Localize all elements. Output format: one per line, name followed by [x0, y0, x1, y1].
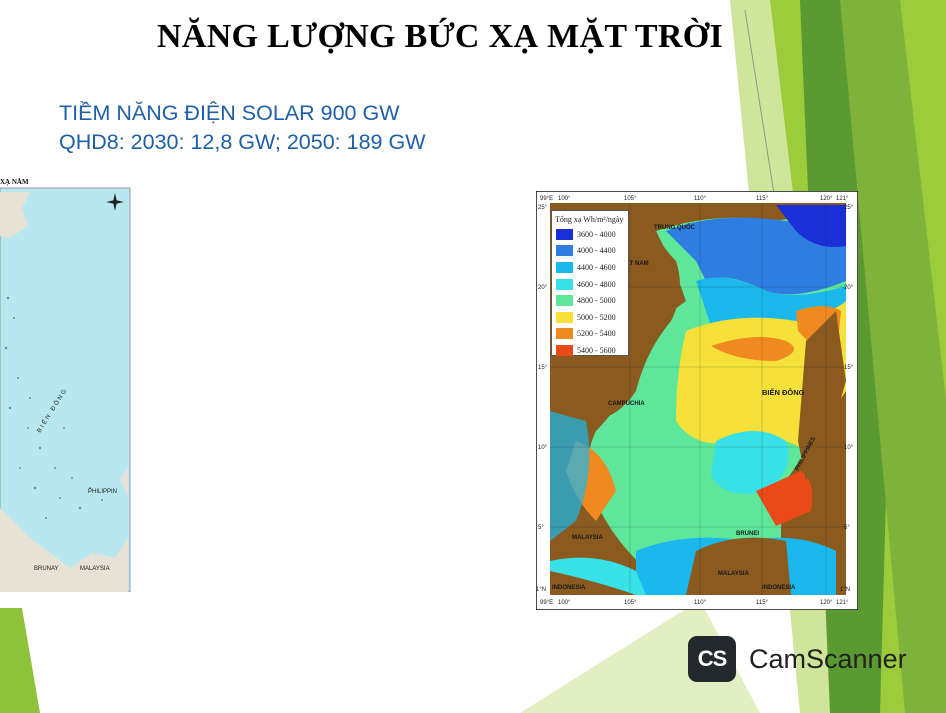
green-wedge-left — [0, 608, 40, 713]
bottom-tick-3: 110° — [694, 600, 707, 606]
legend-swatch — [556, 295, 573, 307]
top-tick-6: 121° — [836, 196, 849, 202]
place-label-china: TRUNG QUỐC — [654, 224, 696, 231]
subtitle-qhd8-targets: QHD8: 2030: 12,8 GW; 2050: 189 GW — [59, 130, 426, 154]
camscanner-brand: CamScanner — [749, 643, 907, 674]
place-label-malaysia-east: MALAYSIA — [718, 571, 749, 577]
place-label-brunei: BRUNEI — [736, 531, 759, 537]
top-tick-0: 99°E — [540, 196, 553, 202]
right-tick-0: 25° — [844, 205, 854, 211]
top-tick-5: 120° — [820, 196, 833, 202]
thin-guide-line — [744, 9, 776, 201]
legend-swatch — [556, 245, 573, 257]
legend-item: 5000 - 5200 — [552, 309, 628, 326]
legend-item: 3600 - 4000 — [552, 226, 628, 243]
left-tick-5: 1°N — [536, 587, 546, 593]
place-label-east-sea: BIỂN ĐÔNG — [762, 388, 805, 397]
compass-icon — [106, 193, 124, 211]
legend-item: 5200 - 5400 — [552, 326, 628, 343]
legend-item: 4000 - 4400 — [552, 243, 628, 260]
left-map-title: XẠ NĂM — [0, 178, 29, 186]
camscanner-watermark: CS CamScanner — [688, 636, 907, 682]
legend-swatch — [556, 261, 573, 273]
top-tick-3: 110° — [694, 196, 707, 202]
left-tick-1: 20° — [538, 285, 548, 291]
place-label-indonesia-east: INDONESIA — [762, 585, 796, 591]
legend-swatch — [556, 344, 573, 356]
legend-label: 5400 - 5600 — [577, 345, 616, 355]
green-wedge-bottom — [520, 600, 760, 713]
right-tick-3: 10° — [844, 445, 854, 451]
right-tick-4: 5° — [844, 525, 850, 531]
legend-label: 3600 - 4000 — [577, 229, 616, 239]
legend: Tổng xạ Wh/m²/ngày 3600 - 4000 4000 - 440… — [551, 210, 629, 356]
legend-item: 4600 - 4800 — [552, 276, 628, 293]
legend-label: 4400 - 4600 — [577, 262, 616, 272]
legend-swatch — [556, 311, 573, 323]
bottom-tick-4: 115° — [756, 600, 769, 606]
bottom-tick-5: 120° — [820, 600, 833, 606]
left-map-label-malaysia: MALAYSIA — [80, 566, 110, 572]
bottom-tick-0: 99°E — [540, 600, 553, 606]
legend-swatch — [556, 328, 573, 340]
green-strip-dark2 — [840, 0, 946, 713]
left-map-label-brunay: BRUNAY — [34, 566, 59, 572]
legend-swatch — [556, 278, 573, 290]
place-label-cambodia: CAMPUCHIA — [608, 401, 645, 407]
left-map-label-philippin: PHILIPPIN — [88, 489, 117, 495]
bottom-tick-1: 100° — [558, 600, 571, 606]
left-tick-3: 10° — [538, 445, 548, 451]
right-tick-2: 15° — [844, 365, 854, 371]
slide-title: NĂNG LƯỢNG BỨC XẠ MẶT TRỜI — [157, 18, 723, 55]
legend-label: 5200 - 5400 — [577, 329, 616, 339]
place-label-malaysia-west: MALAYSIA — [572, 535, 603, 541]
top-tick-2: 105° — [624, 196, 637, 202]
legend-rows: 3600 - 4000 4000 - 4400 4400 - 4600 4600 - … — [552, 226, 628, 359]
place-label-indonesia-west: INDONESIA — [552, 585, 586, 591]
left-tick-4: 5° — [538, 525, 544, 531]
legend-item: 5400 - 5600 — [552, 342, 628, 359]
left-tick-2: 15° — [538, 365, 548, 371]
legend-label: 4000 - 4400 — [577, 246, 616, 256]
legend-label: 5000 - 5200 — [577, 312, 616, 322]
left-map: XẠ NĂM BIỂN ĐÔNG PHILIPPIN BRUNAY MALAYS… — [0, 178, 131, 592]
right-tick-1: 20° — [844, 285, 854, 291]
legend-label: 4800 - 5000 — [577, 296, 616, 306]
legend-item: 4400 - 4600 — [552, 259, 628, 276]
top-tick-4: 115° — [756, 196, 769, 202]
legend-swatch — [556, 228, 573, 240]
legend-label: 4600 - 4800 — [577, 279, 616, 289]
right-tick-5: 1°N — [840, 587, 850, 593]
subtitle-solar-potential: TIỀM NĂNG ĐIỆN SOLAR 900 GW — [59, 101, 400, 125]
top-tick-1: 100° — [558, 196, 571, 202]
place-label-vietnam: VIỆT NAM — [620, 259, 649, 267]
legend-item: 4800 - 5000 — [552, 292, 628, 309]
bottom-tick-6: 121° — [836, 600, 849, 606]
left-tick-0: 25° — [538, 205, 548, 211]
bottom-tick-2: 105° — [624, 600, 637, 606]
legend-title: Tổng xạ Wh/m²/ngày — [555, 215, 624, 224]
camscanner-logo-icon: CS — [688, 636, 736, 682]
